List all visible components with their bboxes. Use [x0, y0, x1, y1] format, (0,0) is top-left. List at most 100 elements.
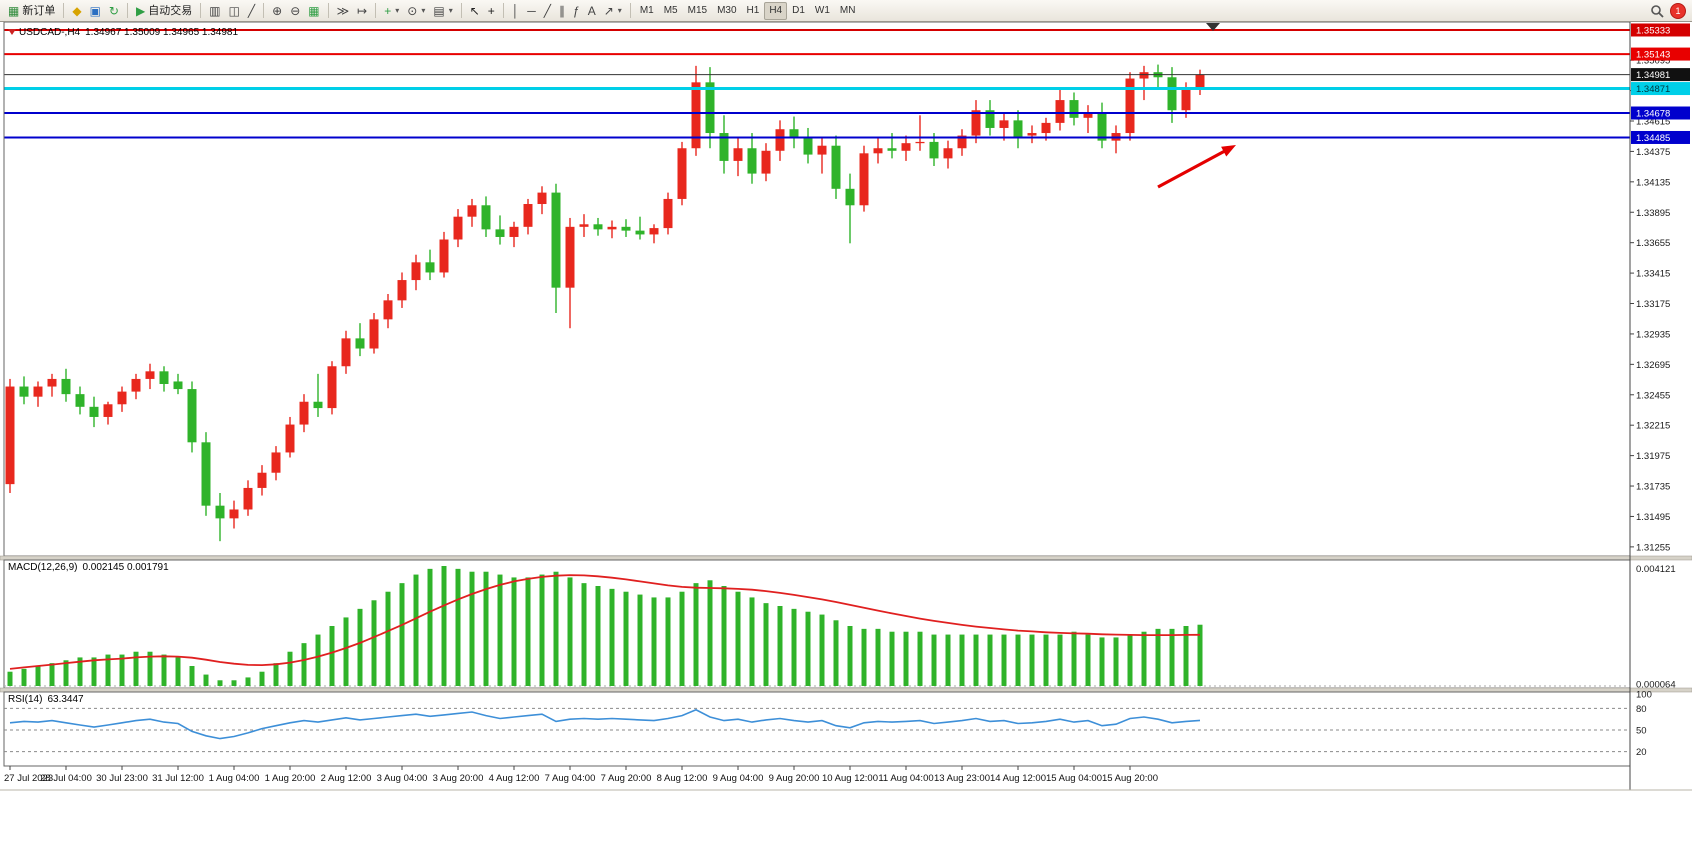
timeframe-d1-button[interactable]: D1 — [792, 4, 805, 16]
periods-button[interactable]: ⊙ ▾ — [403, 1, 429, 21]
price-tag: 1.35333 — [1631, 23, 1690, 37]
search-icon[interactable] — [1650, 4, 1664, 18]
auto-trading-label: 自动交易 — [148, 4, 193, 17]
timeframe-h1-button[interactable]: H1 — [746, 4, 760, 16]
svg-text:1.31975: 1.31975 — [1636, 451, 1670, 462]
svg-text:100: 100 — [1636, 690, 1652, 701]
bar-chart-icon: ▥ — [209, 3, 221, 18]
trendline-button[interactable]: ╱ — [540, 1, 555, 21]
tile-windows-icon: ▦ — [308, 3, 320, 18]
new-order-button[interactable]: ▦ 新订单 — [4, 1, 59, 21]
chart-shift-button[interactable]: ↦ — [353, 1, 371, 21]
svg-text:8 Aug 12:00: 8 Aug 12:00 — [657, 773, 708, 784]
price-tag: 1.34981 — [1631, 68, 1690, 82]
chart-shift-marker[interactable] — [1206, 23, 1220, 31]
zoom-out-button[interactable]: ⊖ — [286, 1, 304, 21]
timeframe-m5-button[interactable]: M5 — [663, 4, 678, 16]
text-button[interactable]: A — [584, 1, 600, 21]
timeframe-w1-button[interactable]: W1 — [814, 4, 830, 16]
arrows-dropdown-icon[interactable]: ▾ — [617, 6, 622, 15]
horizontal-line-button[interactable]: ─ — [523, 1, 540, 21]
svg-text:28 Jul 04:00: 28 Jul 04:00 — [40, 773, 92, 784]
rsi-axis: 100 80 50 20 — [1636, 690, 1652, 759]
svg-text:4 Aug 12:00: 4 Aug 12:00 — [489, 773, 540, 784]
text-icon: A — [587, 3, 596, 18]
candlestick-series — [5, 64, 1205, 542]
svg-text:9 Aug 04:00: 9 Aug 04:00 — [713, 773, 764, 784]
periods-dropdown-icon[interactable]: ▾ — [421, 6, 426, 15]
zoom-in-button[interactable]: ⊕ — [268, 1, 286, 21]
templates-dropdown-icon[interactable]: ▾ — [448, 6, 453, 15]
toolbar-separator — [263, 3, 265, 18]
auto-scroll-button[interactable]: ≫ — [333, 1, 354, 21]
svg-text:1.31495: 1.31495 — [1636, 512, 1670, 523]
timeframe-m1-button[interactable]: M1 — [639, 4, 654, 16]
timeframe-h4-button[interactable]: H4 — [764, 1, 788, 20]
equidistant-channel-button[interactable]: ∥ — [555, 1, 569, 21]
timeframe-mn-button[interactable]: MN — [839, 4, 856, 16]
svg-text:0.004121: 0.004121 — [1636, 564, 1676, 575]
collapse-icon[interactable] — [8, 29, 16, 35]
price-tag: 1.35143 — [1631, 47, 1690, 61]
svg-text:1.34615: 1.34615 — [1636, 116, 1670, 127]
rsi-levels — [4, 707, 1630, 753]
notification-badge[interactable]: 1 — [1670, 2, 1686, 19]
tile-windows-button[interactable]: ▦ — [304, 1, 323, 21]
templates-button[interactable]: ▤ ▾ — [429, 1, 456, 21]
toolbar-separator — [200, 3, 202, 18]
trendline-icon: ╱ — [543, 3, 552, 18]
zoom-in-icon: ⊕ — [272, 3, 283, 18]
equidistant-channel-icon: ∥ — [559, 3, 566, 18]
macd-signal-line — [9, 574, 1201, 670]
refresh-button[interactable]: ↻ — [105, 1, 123, 21]
price-axis: 1.350951.348551.346151.343751.341351.338… — [1630, 56, 1670, 553]
data-window-button[interactable]: ▣ — [86, 1, 105, 21]
toolbar-separator — [502, 3, 504, 18]
svg-text:1.32455: 1.32455 — [1636, 390, 1670, 401]
timeframe-m30-button[interactable]: M30 — [717, 4, 737, 16]
svg-text:1.33655: 1.33655 — [1636, 238, 1670, 249]
svg-text:1.32935: 1.32935 — [1636, 329, 1670, 340]
svg-text:1.33175: 1.33175 — [1636, 299, 1670, 310]
timeframe-m15-button[interactable]: M15 — [687, 4, 708, 16]
chart-title: USDCAD-,H4 1.34967 1.35009 1.34965 1.3498… — [8, 27, 238, 38]
vertical-line-icon: │ — [511, 3, 520, 18]
price-tag: 1.34678 — [1631, 106, 1690, 120]
svg-text:1 Aug 20:00: 1 Aug 20:00 — [265, 773, 316, 784]
svg-text:15 Aug 20:00: 15 Aug 20:00 — [1102, 773, 1158, 784]
svg-text:1.34375: 1.34375 — [1636, 147, 1670, 158]
fibonacci-button[interactable]: ƒ — [569, 1, 584, 21]
indicators-button[interactable]: + ▾ — [380, 1, 403, 21]
profiles-button[interactable]: ◆ — [68, 1, 85, 21]
vertical-line-button[interactable]: │ — [508, 1, 524, 21]
svg-text:50: 50 — [1636, 726, 1647, 737]
candlestick-chart-button[interactable]: ◫ — [225, 1, 244, 21]
svg-text:1.34485: 1.34485 — [1636, 133, 1670, 144]
line-chart-button[interactable]: ╱ — [244, 1, 259, 21]
svg-text:1.31255: 1.31255 — [1636, 542, 1670, 553]
rsi-value: 63.3447 — [47, 694, 84, 705]
cursor-button[interactable]: ↖ — [466, 1, 484, 21]
svg-text:2 Aug 12:00: 2 Aug 12:00 — [321, 773, 372, 784]
new-order-icon: ▦ — [8, 3, 20, 18]
annotation-arrow[interactable] — [1157, 145, 1236, 189]
auto-trading-button[interactable]: ▶ 自动交易 — [132, 1, 196, 21]
arrows-button[interactable]: ↗ ▾ — [600, 1, 626, 21]
svg-text:20: 20 — [1636, 747, 1647, 758]
refresh-icon: ↻ — [108, 3, 119, 18]
crosshair-button[interactable]: + — [484, 1, 499, 21]
auto-scroll-icon: ≫ — [336, 3, 350, 18]
macd-name: MACD(12,26,9) — [8, 562, 78, 573]
svg-text:13 Aug 23:00: 13 Aug 23:00 — [934, 773, 990, 784]
svg-text:11 Aug 04:00: 11 Aug 04:00 — [878, 773, 933, 784]
svg-text:1.32215: 1.32215 — [1636, 421, 1670, 432]
svg-text:31 Jul 12:00: 31 Jul 12:00 — [152, 773, 204, 784]
indicators-dropdown-icon[interactable]: ▾ — [395, 6, 400, 15]
bar-chart-button[interactable]: ▥ — [205, 1, 224, 21]
toolbar-buttons: ▦ 新订单 ◆ ▣ ↻ ▶ 自动交易 ▥ ◫ ╱ ⊕ ⊖ ▦ ≫ ↦ + ▾ ⊙ ▾ ▤ ▾ ↖ + │ ─ ╱ ∥ ƒ A ↗ ▾ M1 M5… — [4, 1, 1650, 21]
zoom-out-icon: ⊖ — [290, 3, 301, 18]
horizontal-lines[interactable] — [4, 28, 1630, 139]
rsi-label: RSI(14) 63.3447 — [8, 694, 84, 705]
